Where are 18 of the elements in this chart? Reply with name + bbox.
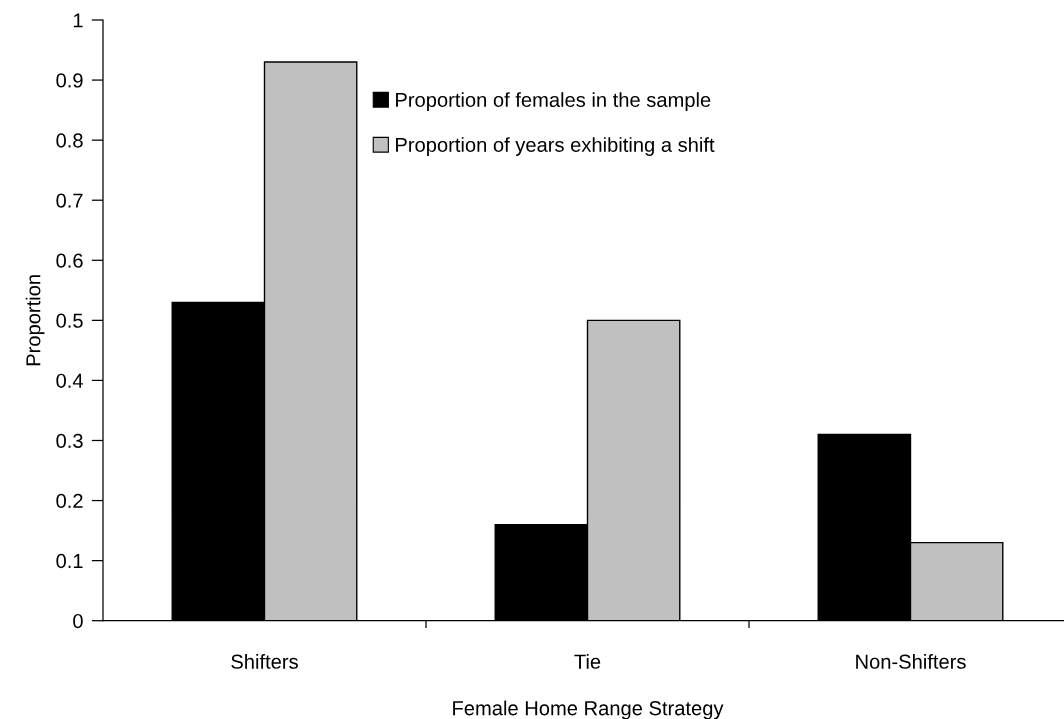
y-tick-label: 0.6 (56, 253, 83, 268)
legend-label: Proportion of females in the sample (396, 92, 711, 111)
x-axis-title: Female Home Range Strategy (453, 700, 724, 719)
x-tick-label: Non-Shifters (856, 654, 966, 669)
x-tick-label: Tie (574, 654, 601, 669)
y-axis-title: Proportion (25, 275, 45, 366)
y-tick-label: 0.4 (56, 373, 83, 388)
y-tick-label: 0.3 (56, 433, 83, 448)
y-tick-label: 0.2 (56, 493, 83, 509)
y-tick-label: 0.9 (56, 73, 83, 88)
legend-label: Proportion of years exhibiting a shift (396, 137, 715, 156)
y-tick-label: 0.1 (56, 553, 83, 569)
y-tick-label: 0.8 (56, 133, 83, 148)
y-tick-label: 0.7 (56, 193, 83, 208)
y-tick-label: 0.5 (56, 313, 83, 328)
y-tick-label: 1 (73, 13, 83, 28)
y-tick-label: 0 (73, 613, 83, 629)
x-tick-label: Shifters (231, 654, 298, 669)
